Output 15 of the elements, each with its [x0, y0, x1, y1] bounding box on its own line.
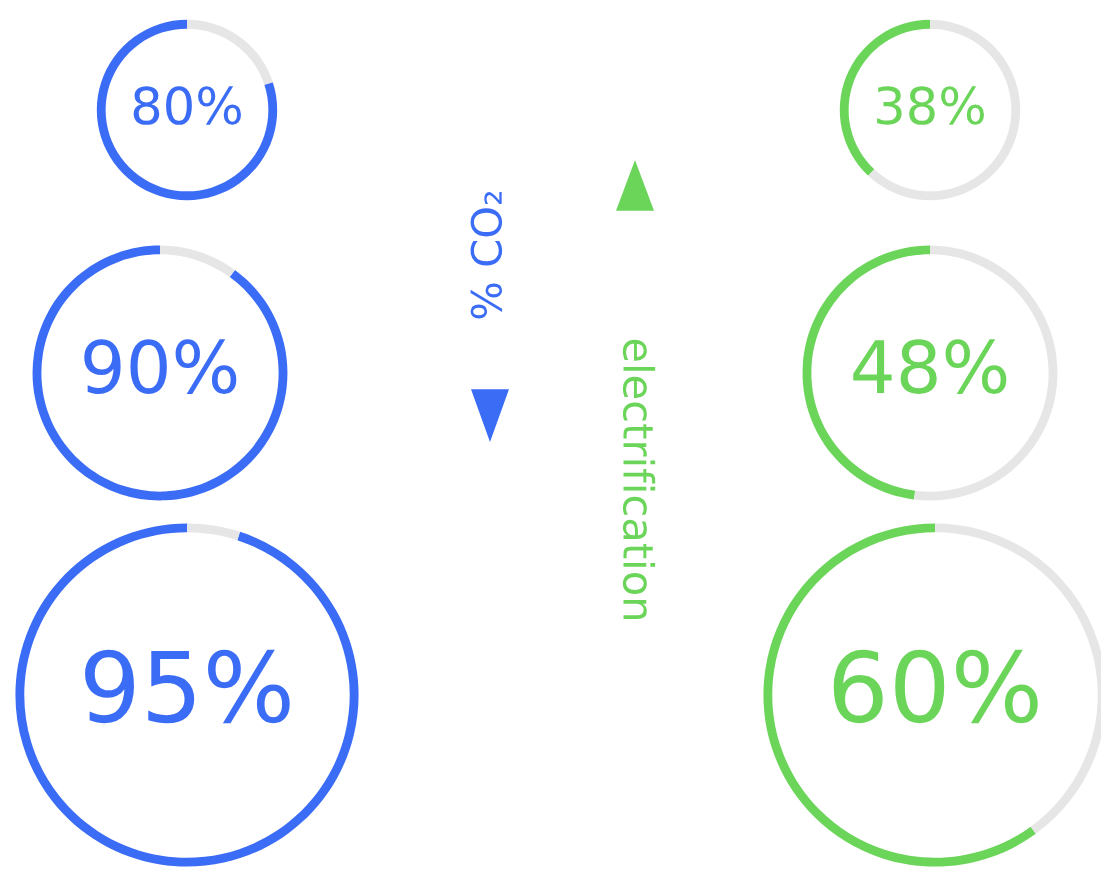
donut-slice	[15, 523, 359, 867]
donut-slice	[160, 245, 235, 278]
data-label: 60%	[833, 649, 1038, 724]
donut-slice	[187, 19, 273, 85]
text: electrification	[622, 339, 656, 620]
donut-slice	[96, 19, 278, 201]
donut-slice	[868, 19, 1021, 201]
data-label: 95%	[85, 649, 290, 724]
data-label: 80%	[133, 86, 241, 125]
data-label: 90%	[84, 339, 237, 394]
donut-slice	[187, 523, 241, 541]
donut-slice	[32, 245, 288, 501]
data-label: 48%	[853, 339, 1007, 394]
data-label: 38%	[877, 86, 984, 125]
text: % CO₂	[470, 191, 503, 319]
